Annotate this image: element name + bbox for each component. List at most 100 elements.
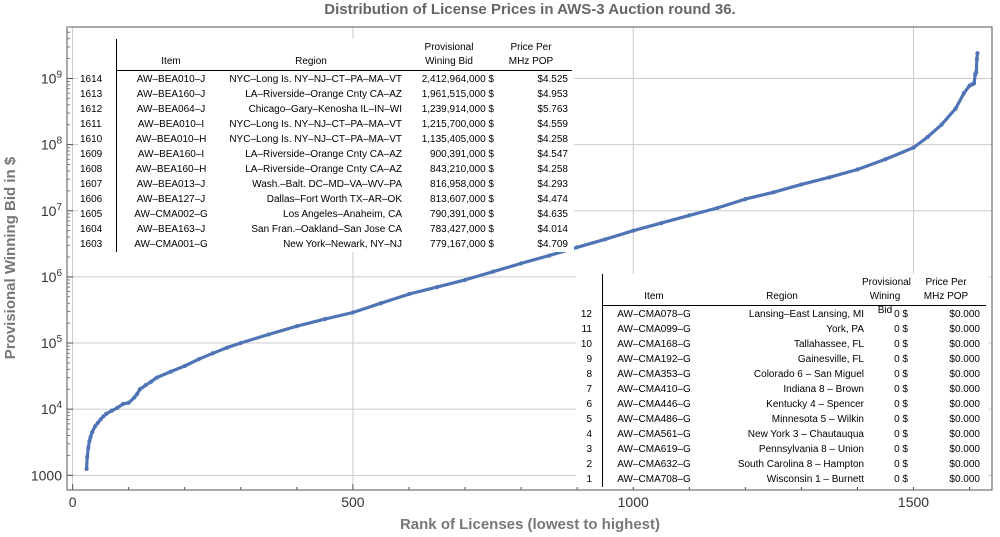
bid-cell: 779,167,000 $: [430, 239, 494, 250]
price-cell: $4.709: [537, 239, 568, 250]
data-point: [294, 324, 299, 329]
data-point: [971, 81, 977, 86]
data-point: [134, 391, 140, 397]
data-point: [322, 317, 327, 322]
data-point: [238, 340, 243, 346]
item-cell: AW–CMA410–G: [617, 384, 691, 395]
chart-title: Distribution of License Prices in AWS-3 …: [324, 1, 735, 18]
item-cell: AW–CMA486–G: [617, 414, 691, 425]
rank-separator: [602, 274, 603, 487]
bid-cell: 2,412,964,000 $: [421, 74, 494, 85]
data-point: [98, 417, 103, 422]
region-cell: Kentucky 4 – Spencer: [766, 399, 864, 410]
data-point: [84, 466, 89, 472]
table-row: 1603 AW–CMA001–G New York–Newark, NY–NJ 779…: [78, 237, 574, 252]
data-point: [518, 261, 524, 266]
table-row: 1610 AW–BEA010–H NYC–Long Is. NY–NJ–CT–PA–…: [78, 132, 574, 147]
data-point: [462, 277, 468, 283]
table-row: 4 AW–CMA561–G New York 3 – Chautauqua 0 $ $0…: [576, 427, 988, 442]
bottom-licenses-table: Item Region Provisional Wining Bid Price Per…: [576, 274, 988, 487]
item-cell: AW–BEA160–H: [135, 164, 207, 175]
data-point: [603, 237, 608, 242]
data-point: [575, 245, 580, 250]
bid-cell: 0 $: [894, 384, 908, 395]
price-cell: $4.559: [537, 119, 568, 130]
y-tick-label: 104: [41, 400, 63, 417]
header-provisional-bid: Provisional: [424, 42, 474, 53]
table-row: 1 AW–CMA708–G Wisconsin 1 – Burnett 0 $ $0.0…: [576, 472, 988, 487]
data-point: [547, 253, 552, 258]
rank-cell: 1603: [80, 239, 103, 250]
item-cell: AW–BEA010–J: [136, 74, 206, 85]
data-point: [974, 57, 979, 62]
bid-cell: 1,239,914,000 $: [421, 104, 494, 115]
region-cell: Dallas–Fort Worth TX–AR–OK: [266, 194, 402, 205]
data-point: [104, 411, 109, 416]
region-cell: Wisconsin 1 – Burnett: [766, 474, 864, 485]
region-cell: New York–Newark, NY–NJ: [283, 239, 402, 250]
table-row: 2 AW–CMA632–G South Carolina 8 – Hampton 0 …: [576, 457, 988, 472]
data-point: [715, 205, 720, 211]
rank-cell: 1606: [80, 194, 103, 205]
table-row: 5 AW–CMA486–G Minnesota 5 – Wilkin 0 $ $0.00…: [576, 412, 988, 427]
price-cell: $0.000: [949, 384, 980, 395]
item-cell: AW–CMA002–G: [134, 209, 208, 220]
top-licenses-table: Item Region Provisional Wining Bid Price Per…: [78, 39, 574, 252]
data-point: [953, 106, 958, 111]
item-cell: AW–CMA001–G: [134, 239, 208, 250]
data-point: [86, 445, 91, 450]
bid-cell: 0 $: [894, 369, 908, 380]
region-cell: Chicago–Gary–Kenosha IL–IN–WI: [248, 104, 402, 115]
rank-cell: 10: [580, 339, 592, 350]
rank-cell: 5: [586, 414, 592, 425]
data-point: [95, 420, 100, 426]
bid-cell: 843,210,000 $: [430, 164, 494, 175]
region-cell: New York 3 – Chautauqua: [747, 429, 864, 440]
header-provisional-bid: Wining Bid: [869, 291, 901, 316]
price-cell: $5.763: [537, 104, 568, 115]
data-point: [490, 269, 496, 274]
data-point: [743, 197, 748, 202]
data-point: [182, 363, 187, 369]
data-point: [196, 357, 201, 362]
table-row: 12 AW–CMA078–G Lansing–East Lansing, MI 0 $…: [576, 307, 988, 322]
region-cell: Lansing–East Lansing, MI: [748, 309, 864, 320]
data-point: [631, 228, 636, 233]
bid-cell: 900,391,000 $: [430, 149, 494, 160]
item-cell: AW–CMA099–G: [617, 324, 691, 335]
data-point: [85, 454, 90, 459]
data-point: [961, 91, 967, 96]
price-cell: $4.014: [537, 224, 568, 235]
data-point: [120, 401, 126, 407]
item-cell: AW–BEA160–I: [137, 149, 205, 160]
price-cell: $0.000: [949, 324, 980, 335]
header-item: Item: [644, 291, 664, 302]
price-cell: $4.547: [537, 149, 568, 160]
data-point: [883, 157, 888, 162]
item-cell: AW–CMA192–G: [617, 354, 691, 365]
table-row: 1605 AW–CMA002–G Los Angeles–Anaheim, CA 79…: [78, 207, 574, 222]
rank-cell: 3: [586, 444, 592, 455]
data-point: [210, 351, 215, 356]
rank-cell: 1612: [80, 104, 103, 115]
item-cell: AW–BEA013–J: [136, 179, 206, 190]
item-cell: AW–CMA708–G: [617, 474, 691, 485]
rank-cell: 1609: [80, 149, 103, 160]
data-point: [126, 400, 131, 405]
region-cell: York, PA: [826, 324, 864, 335]
y-axis-label: Provisional Winning Bid in $: [2, 156, 19, 359]
rank-cell: 9: [586, 354, 592, 365]
header-provisional-bid: Wining Bid: [425, 56, 473, 67]
table-row: 1614 AW–BEA010–J NYC–Long Is. NY–NJ–CT–PA–…: [78, 72, 574, 87]
y-tick-label: 108: [41, 136, 63, 153]
price-cell: $0.000: [949, 444, 980, 455]
item-cell: AW–BEA163–J: [136, 224, 206, 235]
data-point: [148, 379, 154, 384]
bid-cell: 783,427,000 $: [430, 224, 494, 235]
rank-cell: 1614: [80, 74, 103, 85]
data-point: [771, 190, 776, 195]
bid-cell: 0 $: [894, 474, 908, 485]
item-cell: AW–CMA168–G: [617, 339, 691, 350]
item-cell: AW–CMA446–G: [617, 399, 691, 410]
data-point: [911, 145, 916, 150]
